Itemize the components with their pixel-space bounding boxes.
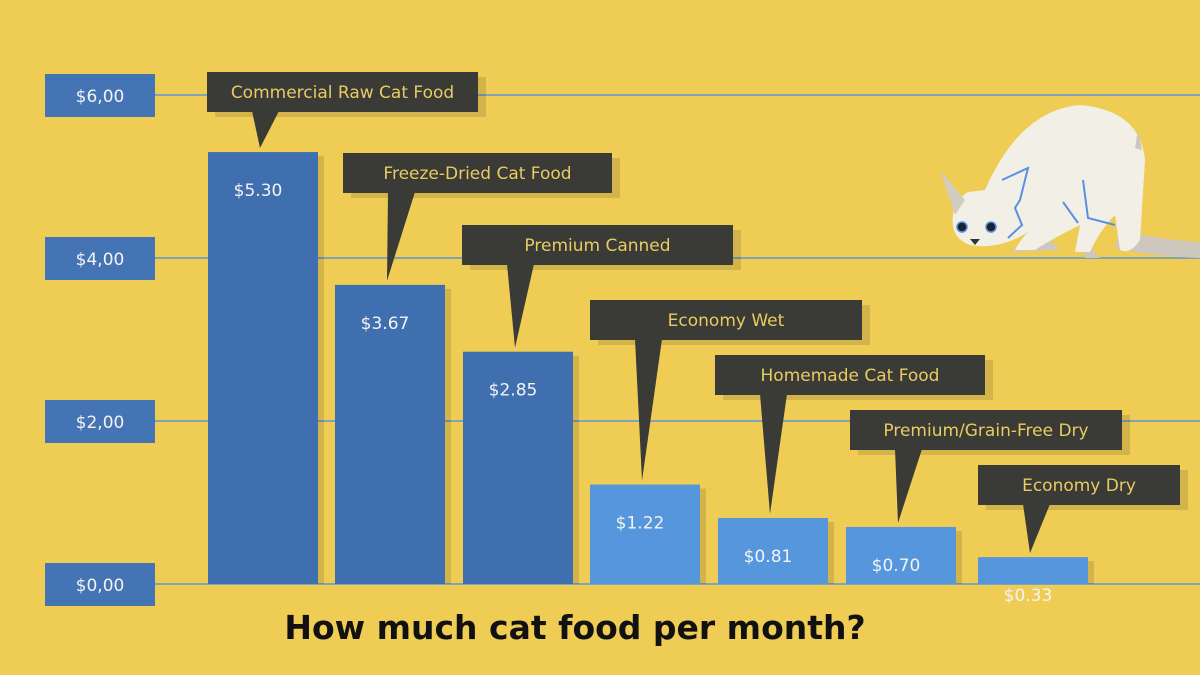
bar-value-label: $2.85 bbox=[489, 381, 538, 401]
bar bbox=[335, 284, 445, 584]
cat-illustration bbox=[940, 105, 1200, 258]
callout-box bbox=[207, 72, 478, 112]
y-tick-label: $6,00 bbox=[76, 87, 125, 107]
category-label: Premium Canned bbox=[524, 236, 670, 256]
bar bbox=[718, 517, 828, 584]
callout-box bbox=[850, 410, 1122, 450]
y-tick-box bbox=[45, 400, 155, 443]
bar bbox=[590, 484, 700, 584]
category-label: Freeze-Dried Cat Food bbox=[383, 164, 571, 184]
callout-pointer bbox=[507, 264, 534, 348]
category-label: Economy Wet bbox=[668, 311, 785, 331]
bar bbox=[978, 557, 1088, 584]
bar bbox=[463, 351, 573, 584]
callout-pointer bbox=[635, 339, 662, 481]
callout-pointer bbox=[1023, 504, 1050, 554]
bar-value-label: $0.33 bbox=[1004, 586, 1053, 606]
y-tick-box bbox=[45, 74, 155, 117]
callout-box bbox=[343, 153, 612, 193]
category-label: Economy Dry bbox=[1022, 476, 1136, 496]
callout-box bbox=[978, 465, 1180, 505]
category-label: Homemade Cat Food bbox=[761, 366, 940, 386]
bar bbox=[208, 152, 318, 585]
chart-title: How much cat food per month? bbox=[284, 608, 866, 647]
callout-pointer bbox=[387, 192, 415, 281]
callout-box bbox=[462, 225, 733, 265]
callout-pointer bbox=[895, 449, 922, 523]
y-tick-box bbox=[45, 237, 155, 280]
callout-pointer bbox=[760, 394, 787, 514]
y-tick-label: $0,00 bbox=[76, 576, 125, 596]
bar-value-label: $0.70 bbox=[872, 556, 921, 576]
bar-value-label: $0.81 bbox=[744, 547, 793, 567]
category-label: Commercial Raw Cat Food bbox=[231, 83, 454, 103]
bar-value-label: $5.30 bbox=[234, 181, 283, 201]
bar-value-label: $1.22 bbox=[616, 514, 665, 534]
y-tick-box bbox=[45, 563, 155, 606]
category-label: Premium/Grain-Free Dry bbox=[883, 421, 1088, 441]
callout-box bbox=[590, 300, 862, 340]
y-tick-label: $2,00 bbox=[76, 413, 125, 433]
bar bbox=[846, 526, 956, 584]
callout-pointer bbox=[252, 111, 279, 149]
callout-box bbox=[715, 355, 985, 395]
y-tick-label: $4,00 bbox=[76, 250, 125, 270]
bar-value-label: $3.67 bbox=[361, 314, 410, 334]
